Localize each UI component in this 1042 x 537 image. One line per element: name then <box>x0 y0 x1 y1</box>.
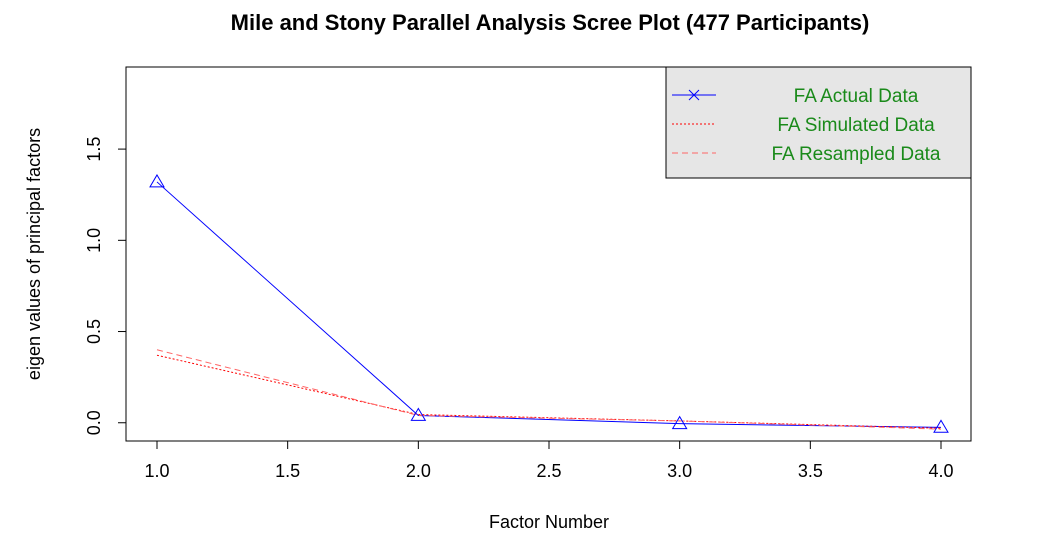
series-line-3 <box>156 349 942 430</box>
legend-marker <box>688 89 700 101</box>
y-axis: 0.0 0.5 1.0 1.5 <box>84 137 126 435</box>
chart-title: Mile and Stony Parallel Analysis Scree P… <box>231 10 870 35</box>
y-tick-label: 1.5 <box>84 137 104 162</box>
x-tick-label: 2.5 <box>536 461 561 481</box>
y-tick-label: 0.5 <box>84 319 104 344</box>
y-tick-label: 0.0 <box>84 410 104 435</box>
legend: FA Actual Data FA Simulated Data FA Resamp… <box>665 66 972 179</box>
series-line-2 <box>156 354 942 429</box>
x-tick-label: 1.0 <box>144 461 169 481</box>
legend-label-2: FA Simulated Data <box>777 115 935 136</box>
legend-label-3: FA Resampled Data <box>772 144 941 165</box>
x-tick-label: 3.0 <box>667 461 692 481</box>
x-tick-label: 4.0 <box>928 461 953 481</box>
data-point-marker <box>671 415 688 430</box>
data-point-marker <box>933 419 949 433</box>
y-axis-label: eigen values of principal factors <box>24 128 44 380</box>
data-point-marker <box>410 407 427 421</box>
data-point-marker <box>149 173 165 188</box>
x-tick-label: 2.0 <box>406 461 431 481</box>
x-tick-label: 3.5 <box>798 461 823 481</box>
legend-label-1: FA Actual Data <box>794 86 919 107</box>
y-tick-label: 1.0 <box>84 228 104 253</box>
x-tick-label: 1.5 <box>275 461 300 481</box>
legend-box <box>665 66 972 179</box>
x-axis: 1.0 1.5 2.0 2.5 3.0 3.5 4.0 <box>144 441 954 481</box>
series-layer <box>149 173 949 433</box>
series-line-1 <box>156 181 942 428</box>
x-axis-label: Factor Number <box>489 512 609 532</box>
